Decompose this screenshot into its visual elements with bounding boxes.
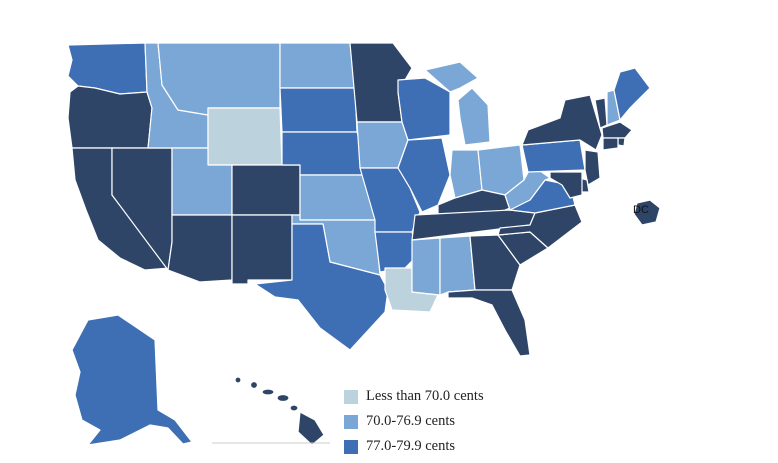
state-nd[interactable] — [279, 42, 356, 89]
state-al[interactable] — [439, 235, 476, 296]
legend-label: 70.0-76.9 cents — [366, 413, 455, 429]
state-wi[interactable] — [397, 77, 451, 141]
dc-label: DC — [633, 204, 649, 216]
state-ny[interactable] — [521, 94, 603, 151]
state-dc[interactable] — [633, 199, 661, 226]
state-az[interactable] — [167, 214, 233, 283]
state-me[interactable] — [613, 67, 651, 121]
state-co[interactable] — [231, 164, 301, 216]
state-nj[interactable] — [584, 149, 601, 186]
state-nm[interactable] — [231, 214, 293, 285]
legend-item-70-76-9: 70.0-76.9 cents — [344, 409, 484, 434]
legend-swatch — [344, 389, 358, 404]
state-wv[interactable] — [504, 164, 551, 211]
state-mi[interactable] — [424, 61, 491, 146]
legend-label: Less than 70.0 cents — [366, 388, 484, 404]
state-ms[interactable] — [411, 237, 441, 296]
legend-item-77-79-9: 77.0-79.9 cents — [344, 434, 484, 459]
state-tx[interactable] — [254, 223, 389, 351]
state-wy[interactable] — [207, 107, 283, 166]
legend-item-less-than-70: Less than 70.0 cents — [344, 384, 484, 409]
state-pa[interactable] — [521, 139, 586, 173]
state-fl[interactable] — [447, 289, 531, 357]
legend-swatch — [344, 414, 358, 429]
state-il[interactable] — [397, 137, 451, 213]
state-ma[interactable] — [601, 121, 633, 139]
state-hi[interactable] — [234, 376, 325, 446]
legend-swatch — [344, 439, 358, 454]
state-md[interactable] — [549, 171, 583, 199]
state-sd[interactable] — [279, 87, 358, 133]
state-mt[interactable] — [157, 42, 281, 116]
state-ak[interactable] — [71, 314, 193, 446]
state-or[interactable] — [67, 85, 153, 149]
state-ct[interactable] — [602, 137, 619, 151]
legend: Less than 70.0 cents 70.0-76.9 cents 77.… — [344, 384, 484, 459]
state-ri[interactable] — [617, 137, 626, 147]
legend-label: 77.0-79.9 cents — [366, 438, 455, 454]
